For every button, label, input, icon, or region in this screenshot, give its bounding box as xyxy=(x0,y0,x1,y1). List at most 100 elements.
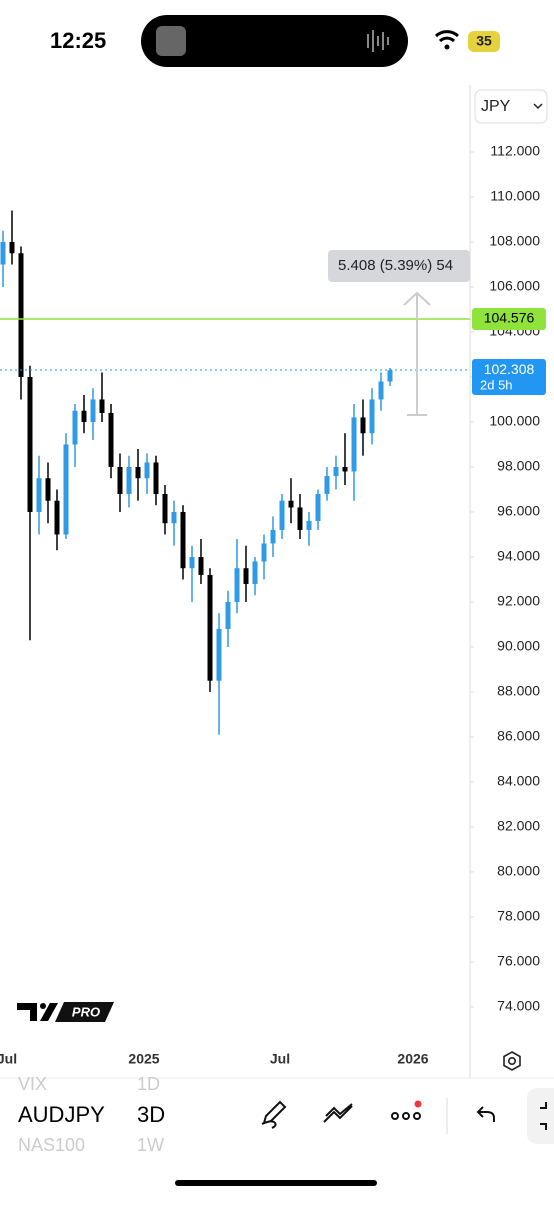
candle-body xyxy=(108,412,114,467)
indicators-icon[interactable] xyxy=(323,1103,353,1123)
y-tick-label: 76.000 xyxy=(497,953,540,969)
candle-body xyxy=(261,543,267,562)
candle-body xyxy=(162,493,168,524)
y-tick-label: 74.000 xyxy=(497,998,540,1014)
x-tick-label: 2026 xyxy=(397,1051,428,1067)
y-tick-label: 90.000 xyxy=(497,638,540,654)
candle-body xyxy=(270,529,276,544)
symbol[interactable]: VIX xyxy=(18,1074,47,1094)
y-tick-label: 96.000 xyxy=(497,503,540,519)
candle-body xyxy=(369,399,375,434)
candle-body xyxy=(99,399,105,413)
measure-arrow-head xyxy=(403,291,431,416)
settings-icon[interactable] xyxy=(503,1051,521,1071)
y-tick-label: 80.000 xyxy=(497,863,540,879)
candle-body xyxy=(252,561,258,584)
candle-body xyxy=(378,381,384,400)
candle-body xyxy=(198,556,204,575)
waveform xyxy=(367,30,389,52)
y-tick-label: 78.000 xyxy=(497,908,540,924)
last-price-tag xyxy=(472,359,546,396)
plot xyxy=(0,210,393,735)
draw-icon[interactable] xyxy=(261,1100,287,1129)
candle-body xyxy=(207,574,213,681)
candle-body xyxy=(171,511,177,524)
candle-body xyxy=(63,444,69,535)
candle-body xyxy=(27,376,33,512)
side-button[interactable] xyxy=(527,1088,554,1144)
measure-label: 5.408 (5.39%) 54 xyxy=(338,257,453,274)
y-tick-label: 112.000 xyxy=(490,143,540,159)
candle-body xyxy=(117,466,123,494)
candle-body xyxy=(144,462,150,479)
x-tick-label: 2025 xyxy=(128,1051,159,1067)
candle-body xyxy=(243,568,249,584)
candle-body xyxy=(216,628,222,681)
last-price-label: 102.308 xyxy=(484,361,535,377)
candle-body xyxy=(9,241,15,254)
y-tick-label: 92.000 xyxy=(497,593,540,609)
notification-dot xyxy=(414,1100,422,1108)
candle-body xyxy=(324,475,330,494)
x-tick-label: Jul xyxy=(270,1051,290,1067)
interval[interactable]: 3D xyxy=(137,1102,165,1127)
y-tick-label: 110.000 xyxy=(490,188,540,204)
candle-body xyxy=(54,500,60,535)
candle-body xyxy=(297,507,303,530)
undo-icon[interactable] xyxy=(476,1106,495,1122)
symbol[interactable]: AUDJPY xyxy=(18,1102,105,1127)
countdown: 2d 5h xyxy=(480,377,513,392)
battery xyxy=(468,31,500,52)
y-tick-label: 98.000 xyxy=(497,458,540,474)
candle-body xyxy=(279,500,285,530)
candle-body xyxy=(90,399,96,422)
y-tick-label: 100.000 xyxy=(489,413,540,429)
more-icon[interactable] xyxy=(391,1112,421,1120)
battery-level: 35 xyxy=(476,33,492,49)
home-indicator xyxy=(175,1180,377,1186)
candle-body xyxy=(225,601,231,629)
candle-body xyxy=(126,466,132,494)
candle-body xyxy=(45,478,51,501)
price-line-label: 104.576 xyxy=(484,310,535,326)
candle-body xyxy=(306,520,312,530)
candle-body xyxy=(135,466,141,479)
logo-text: PRO xyxy=(72,1004,100,1019)
price-line-tag xyxy=(472,308,546,331)
candle-body xyxy=(351,417,357,472)
candle-body xyxy=(315,493,321,521)
candle-body xyxy=(0,241,6,265)
candle-body xyxy=(189,556,195,569)
candle-body xyxy=(36,478,42,512)
interval[interactable]: 1W xyxy=(137,1135,164,1155)
album-art xyxy=(156,26,186,56)
candle-body xyxy=(333,466,339,476)
candle-body xyxy=(180,511,186,569)
candle-body xyxy=(360,417,366,434)
candle-body xyxy=(153,462,159,494)
y-tick-label: 86.000 xyxy=(497,728,540,744)
symbol[interactable]: NAS100 xyxy=(18,1135,85,1155)
currency-label[interactable]: JPY xyxy=(481,98,511,115)
candle-body xyxy=(288,500,294,508)
y-tick-label: 94.000 xyxy=(497,548,540,564)
chevron xyxy=(533,103,543,110)
x-tick-label: Jul xyxy=(0,1051,17,1067)
candle-body xyxy=(18,253,24,377)
y-tick-label: 108.000 xyxy=(489,233,540,249)
candle-body xyxy=(387,370,393,382)
dynamic-island xyxy=(141,15,408,67)
settings-icon-center xyxy=(507,1057,516,1066)
clock: 12:25 xyxy=(50,28,106,53)
interval[interactable]: 1D xyxy=(137,1074,160,1094)
y-tick-label: 88.000 xyxy=(497,683,540,699)
y-tick-label: 82.000 xyxy=(497,818,540,834)
side-icon xyxy=(540,1102,547,1130)
tv-logo: PRO xyxy=(17,1002,114,1022)
candle-body xyxy=(342,466,348,472)
currency-select[interactable] xyxy=(474,89,548,124)
candle-body xyxy=(72,410,78,445)
wifi-icon xyxy=(434,30,460,43)
